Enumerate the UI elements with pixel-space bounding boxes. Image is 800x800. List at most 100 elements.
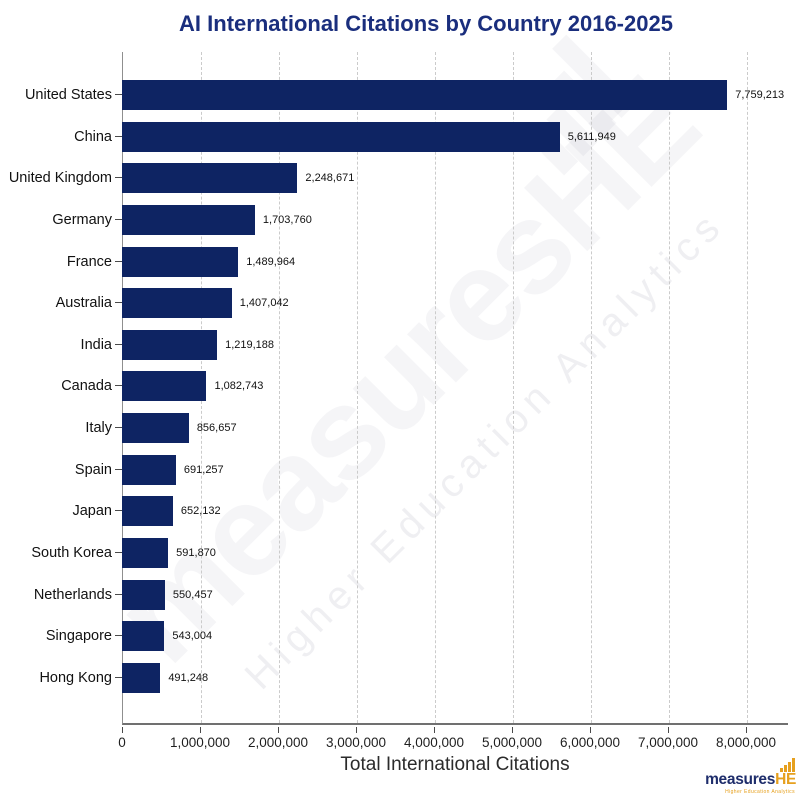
bar-row: Italy 856,657: [0, 413, 800, 444]
x-tick-label: 8,000,000: [715, 735, 777, 750]
x-axis-tick: [590, 727, 591, 733]
y-axis-tick: [115, 552, 122, 554]
value-label: 1,219,188: [225, 338, 275, 351]
x-axis-tick: [122, 727, 123, 733]
bar: [122, 454, 176, 485]
y-axis-tick: [115, 635, 122, 637]
country-label: Italy: [85, 420, 112, 437]
bar: [122, 496, 173, 527]
country-label: Netherlands: [33, 586, 112, 603]
country-label: United Kingdom: [8, 170, 112, 187]
country-label: Canada: [61, 378, 112, 395]
x-tick-label: 4,000,000: [403, 735, 465, 750]
country-label: Japan: [72, 503, 112, 520]
bar: [122, 621, 165, 652]
x-axis-tick: [356, 727, 357, 733]
bar: [122, 288, 232, 319]
country-label: Hong Kong: [39, 669, 112, 686]
x-tick-label: 1,000,000: [169, 735, 231, 750]
y-axis-tick: [115, 218, 122, 220]
value-label: 652,132: [180, 505, 221, 518]
bar: [122, 121, 560, 152]
country-label: India: [80, 336, 112, 353]
bar-row: Singapore 543,004: [0, 621, 800, 652]
bar-row: Netherlands 550,457: [0, 579, 800, 610]
bar: [122, 662, 161, 693]
bar-row: United States 7,759,213: [0, 80, 800, 110]
country-label: South Korea: [31, 545, 112, 562]
logo-tagline: Higher Education Analytics: [725, 789, 795, 795]
bar-row: Canada 1,082,743: [0, 371, 800, 402]
x-axis-tick: [746, 727, 747, 733]
gridline: [435, 52, 436, 723]
y-axis-tick: [115, 260, 122, 262]
bar: [122, 371, 207, 402]
bar-row: Spain 691,257: [0, 454, 800, 485]
x-tick-label: 6,000,000: [559, 735, 621, 750]
y-axis-tick: [115, 177, 122, 179]
x-axis-tick: [512, 727, 513, 733]
y-axis-tick: [115, 676, 122, 678]
bar-row: Japan 652,132: [0, 496, 800, 527]
y-axis-tick: [115, 468, 122, 470]
value-label: 691,257: [183, 463, 224, 476]
x-axis-tick: [668, 727, 669, 733]
bar: [122, 538, 169, 569]
x-axis-tick: [200, 727, 201, 733]
bar-row: China 5,611,949: [0, 121, 800, 152]
country-label: United States: [24, 87, 112, 103]
bar-row: Australia 1,407,042: [0, 288, 800, 319]
y-axis-tick: [115, 510, 122, 512]
bar: [122, 413, 189, 444]
y-axis-tick: [115, 593, 122, 595]
gridline: [279, 52, 280, 723]
x-axis-tick: [434, 727, 435, 733]
bar: [122, 80, 728, 110]
x-tick-label: 0: [118, 735, 126, 750]
bar: [122, 204, 255, 235]
gridline: [513, 52, 514, 723]
value-label: 2,248,671: [305, 172, 355, 185]
value-label: 550,457: [172, 588, 213, 601]
y-axis-tick: [115, 94, 122, 95]
bar-row: France 1,489,964: [0, 246, 800, 277]
value-label: 1,703,760: [262, 213, 312, 226]
bar: [122, 579, 165, 610]
country-label: Singapore: [45, 628, 112, 645]
x-tick-label: 5,000,000: [481, 735, 543, 750]
y-axis-tick: [115, 427, 122, 429]
country-label: China: [74, 128, 112, 145]
country-label: Germany: [52, 211, 112, 228]
x-tick-label: 7,000,000: [637, 735, 699, 750]
bar-row: Hong Kong 491,248: [0, 662, 800, 693]
x-tick-label: 2,000,000: [247, 735, 309, 750]
value-label: 543,004: [172, 630, 213, 643]
logo-text-suffix: HE: [775, 771, 796, 788]
chart-title: AI International Citations by Country 20…: [179, 11, 673, 36]
x-axis-tick: [278, 727, 279, 733]
logo-text: measuresHE: [705, 771, 796, 789]
value-label: 1,489,964: [246, 255, 296, 268]
gridline: [357, 52, 358, 723]
y-axis-tick: [115, 343, 122, 345]
value-label: 7,759,213: [735, 89, 785, 101]
bar: [122, 163, 298, 194]
y-axis-tick: [115, 302, 122, 304]
value-label: 1,407,042: [239, 297, 289, 310]
bar: [122, 246, 239, 277]
value-label: 856,657: [196, 422, 237, 435]
bar-row: South Korea 591,870: [0, 538, 800, 569]
country-label: France: [66, 253, 112, 270]
x-tick-label: 3,000,000: [325, 735, 387, 750]
y-axis-tick: [115, 135, 122, 137]
value-label: 1,082,743: [214, 380, 264, 393]
y-axis-tick: [115, 385, 122, 387]
gridline: [747, 52, 748, 723]
country-label: Spain: [74, 461, 112, 478]
value-label: 5,611,949: [567, 130, 616, 143]
country-label: Australia: [55, 295, 112, 312]
bar: [122, 329, 218, 360]
